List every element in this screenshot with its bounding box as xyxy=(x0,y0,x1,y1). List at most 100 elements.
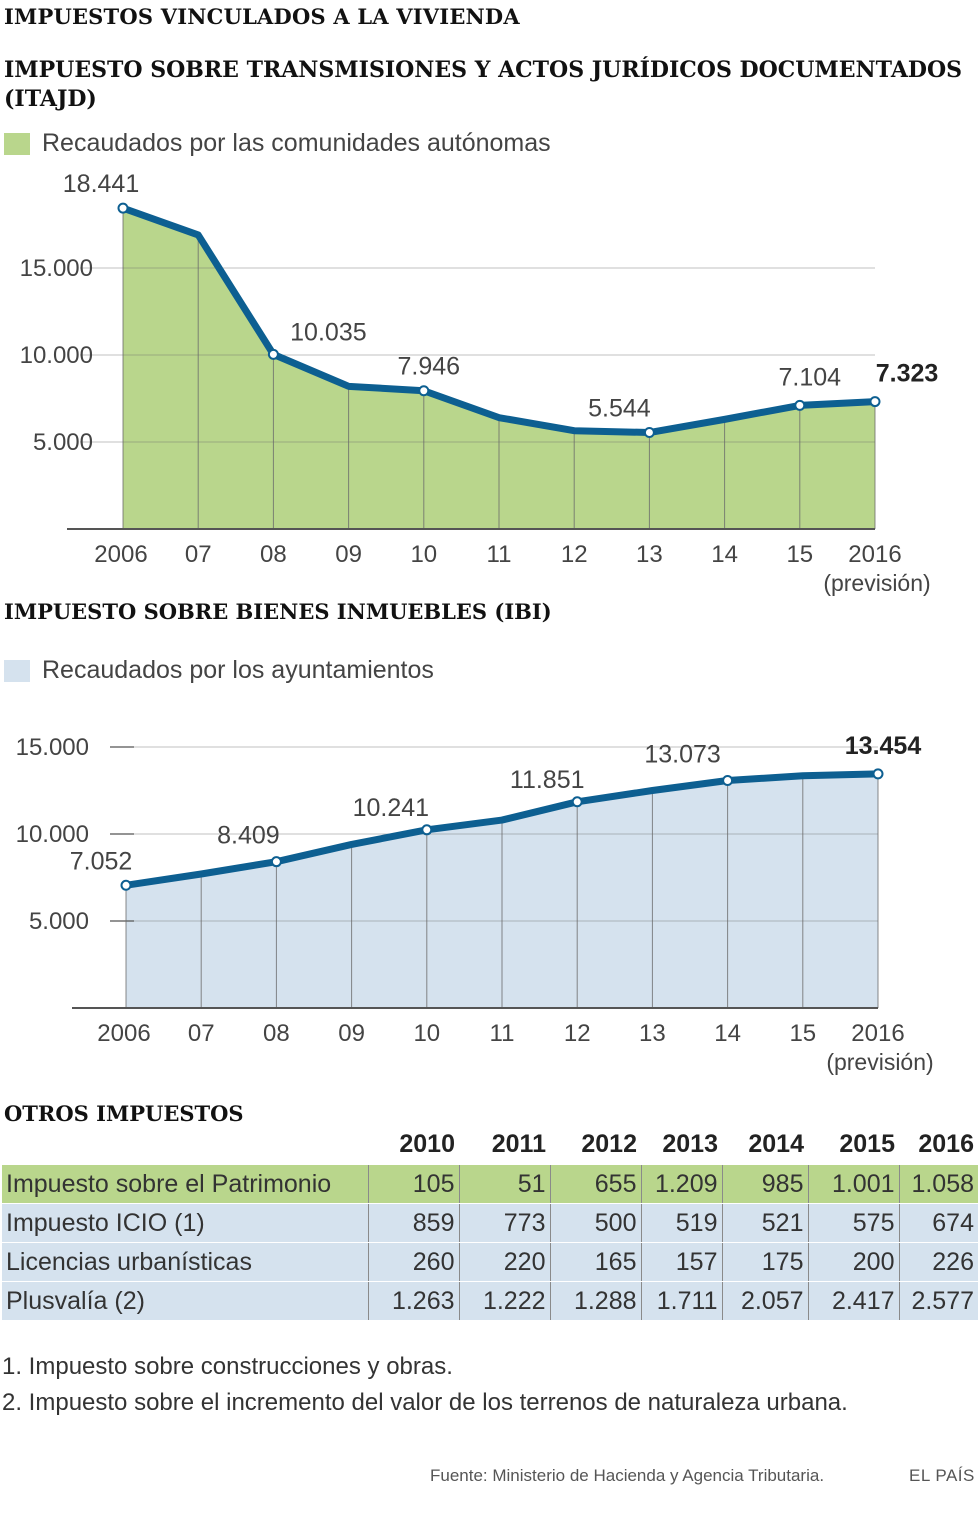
table-row: Impuesto sobre el Patrimonio 105 51 655 1.20… xyxy=(2,1165,978,1204)
table-cell: 1.711 xyxy=(641,1281,723,1321)
ibi-data-label: 10.241 xyxy=(353,794,429,822)
itajd-xtick-label: 12 xyxy=(561,541,588,568)
itajd-chart-title: IMPUESTO SOBRE TRANSMISIONES Y ACTOS JUR… xyxy=(4,57,963,112)
itajd-xtick-label: 08 xyxy=(260,541,287,568)
ibi-data-point xyxy=(270,856,282,868)
table-cell: 655 xyxy=(550,1165,642,1204)
table-header-year: 2013 xyxy=(662,1129,718,1158)
table-cell: 175 xyxy=(722,1242,809,1282)
main-title: IMPUESTOS VINCULADOS A LA VIVIENDA xyxy=(4,4,520,29)
ibi-data-point xyxy=(722,775,734,787)
itajd-xtick-label: 07 xyxy=(185,541,212,568)
ibi-legend: Recaudados por los ayuntamientos xyxy=(4,656,434,685)
ibi-xtick-label: 12 xyxy=(564,1020,591,1047)
table-header-year: 2011 xyxy=(491,1129,546,1158)
ibi-xtick-label: 14 xyxy=(714,1020,741,1047)
table-cell: 773 xyxy=(459,1203,551,1243)
itajd-xtick-label: 2006 xyxy=(94,541,147,568)
itajd-ytick-label: 5.000 xyxy=(33,429,93,456)
itajd-data-label: 7.946 xyxy=(398,353,461,381)
source-credit: Fuente: Ministerio de Hacienda y Agencia… xyxy=(430,1466,825,1485)
itajd-legend-label: Recaudados por las comunidades autónomas xyxy=(42,129,551,157)
table-row: Impuesto ICIO (1) 859 773 500 519 521 575 674 xyxy=(2,1203,978,1243)
ibi-xtick-label: 15 xyxy=(789,1020,816,1047)
itajd-area-fill xyxy=(123,208,875,530)
ibi-data-label: 13.454 xyxy=(845,732,922,760)
table-row: Licencias urbanísticas 260 220 165 157 175 200… xyxy=(2,1242,978,1282)
ibi-xtick-label: 08 xyxy=(263,1020,290,1047)
table-cell: 1.058 xyxy=(899,1165,978,1204)
itajd-xtick-label: 10 xyxy=(410,541,437,568)
table-cell: 1.209 xyxy=(641,1165,723,1204)
itajd-legend: Recaudados por las comunidades autónomas xyxy=(4,129,551,158)
ibi-data-label: 11.851 xyxy=(510,766,585,794)
ibi-legend-swatch xyxy=(4,659,30,682)
table-header-year: 2015 xyxy=(839,1129,895,1158)
table-cell: 157 xyxy=(641,1242,723,1282)
table-cell: 105 xyxy=(368,1165,460,1204)
table-cell: 985 xyxy=(722,1165,809,1204)
itajd-xtick-label: 2016 xyxy=(848,541,901,568)
table-row-label: Plusvalía (2) xyxy=(2,1281,369,1321)
table-cell: 1.222 xyxy=(459,1281,551,1321)
ibi-xtick-label: 2016 xyxy=(851,1020,904,1047)
itajd-xtick-label: 15 xyxy=(786,541,813,568)
table-cell: 1.288 xyxy=(550,1281,642,1321)
itajd-data-point xyxy=(117,202,129,214)
ibi-xtick-note: (previsión) xyxy=(826,1049,933,1075)
footnote-1: 1. Impuesto sobre construcciones y obras… xyxy=(2,1353,453,1380)
table-cell: 859 xyxy=(368,1203,460,1243)
itajd-data-label: 10.035 xyxy=(290,318,366,346)
table-header-year: 2014 xyxy=(748,1129,804,1158)
ibi-data-point xyxy=(872,768,884,780)
ibi-data-point xyxy=(571,796,583,808)
ibi-xtick-label: 11 xyxy=(490,1020,515,1047)
table-cell: 2.577 xyxy=(899,1281,978,1321)
ibi-xtick-label: 2006 xyxy=(97,1020,150,1047)
itajd-ytick-label: 10.000 xyxy=(20,342,93,369)
table-header-empty xyxy=(2,1125,368,1165)
itajd-data-label: 7.323 xyxy=(876,360,939,388)
ibi-ytick-label: 5.000 xyxy=(29,908,89,935)
table-cell: 200 xyxy=(808,1242,900,1282)
table-cell: 575 xyxy=(808,1203,900,1243)
table-cell: 260 xyxy=(368,1242,460,1282)
table-cell: 51 xyxy=(459,1165,551,1204)
ibi-xtick-label: 07 xyxy=(188,1020,215,1047)
itajd-data-label: 5.544 xyxy=(588,395,651,423)
ibi-data-label: 8.409 xyxy=(217,822,280,850)
table-row: Plusvalía (2) 1.263 1.222 1.288 1.711 2.057 2.… xyxy=(2,1281,978,1321)
itajd-data-point xyxy=(267,348,279,360)
itajd-xtick-note: (previsión) xyxy=(823,570,930,596)
otros-impuestos-title: OTROS IMPUESTOS xyxy=(4,1101,244,1126)
ibi-data-point xyxy=(421,824,433,836)
itajd-data-point xyxy=(794,399,806,411)
itajd-xtick-label: 13 xyxy=(636,541,663,568)
table-header-year: 2012 xyxy=(581,1129,637,1158)
table-cell: 2.417 xyxy=(808,1281,900,1321)
table-cell: 165 xyxy=(550,1242,642,1282)
itajd-data-point xyxy=(869,396,881,408)
table-cell: 500 xyxy=(550,1203,642,1243)
table-row-label: Impuesto ICIO (1) xyxy=(2,1203,369,1243)
ibi-ytick-label: 10.000 xyxy=(16,821,89,848)
ibi-xtick-label: 10 xyxy=(413,1020,440,1047)
table-header-year: 2010 xyxy=(399,1129,455,1158)
ibi-data-label: 7.052 xyxy=(70,847,133,875)
ibi-legend-label: Recaudados por los ayuntamientos xyxy=(42,656,434,684)
itajd-xtick-label: 11 xyxy=(487,541,512,568)
table-header-year: 2016 xyxy=(918,1129,974,1158)
itajd-data-label: 18.441 xyxy=(63,170,139,198)
itajd-data-point xyxy=(418,385,430,397)
table-cell: 2.057 xyxy=(722,1281,809,1321)
itajd-data-label: 7.104 xyxy=(779,363,842,391)
table-cell: 220 xyxy=(459,1242,551,1282)
itajd-xtick-label: 09 xyxy=(335,541,362,568)
table-cell: 674 xyxy=(899,1203,978,1243)
ibi-ytick-label: 15.000 xyxy=(16,734,89,761)
otros-impuestos-table: 2010 2011 2012 2013 2014 2015 2016 Impue… xyxy=(2,1125,978,1321)
table-row-label: Licencias urbanísticas xyxy=(2,1242,369,1282)
footnote-2: 2. Impuesto sobre el incremento del valo… xyxy=(2,1389,848,1416)
table-cell: 519 xyxy=(641,1203,723,1243)
itajd-legend-swatch xyxy=(4,132,30,155)
